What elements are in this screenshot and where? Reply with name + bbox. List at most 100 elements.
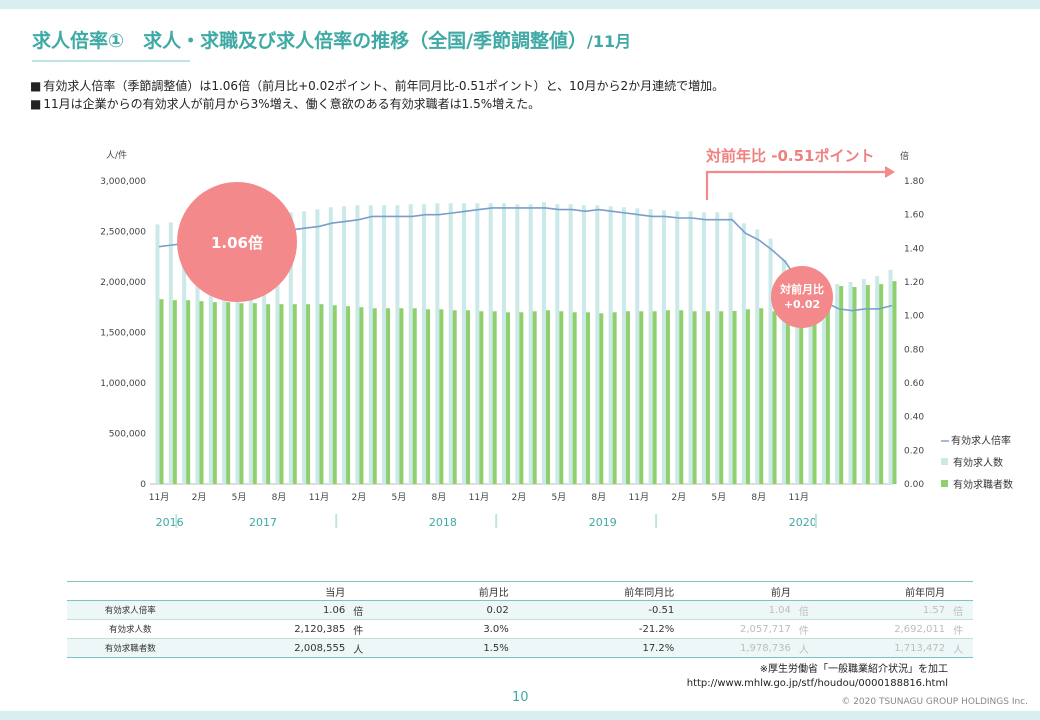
x-tick-label: 2月 (192, 492, 207, 503)
y-right-tick-label: 1.60 (904, 211, 924, 221)
table-header (349, 582, 387, 601)
y-left-tick-label: 3,000,000 (100, 177, 146, 187)
bar-job-seekers (612, 312, 617, 484)
bar-job-seekers (292, 304, 297, 484)
bar-job-offers (741, 223, 746, 485)
table-header-current: 当月 (325, 587, 346, 599)
cell-mom: 3.0% (483, 623, 509, 635)
bar-job-offers (701, 212, 706, 484)
bar-job-seekers (665, 310, 670, 484)
cell-prev-year-unit: 倍 (953, 606, 964, 618)
x-tick-label: 11月 (469, 492, 489, 503)
bar-job-offers (555, 204, 560, 485)
source-text: ※厚生労働省「一般職業紹介状況」を加工 (759, 664, 948, 675)
bar-job-seekers (865, 285, 870, 484)
combo-chart: 0 500,000 1,000,000 1,500,000 2,000,000 2,500… (100, 149, 1013, 529)
table-header-mom: 前月比 (478, 587, 509, 599)
cell-prev-unit: 件 (798, 625, 809, 637)
cell-current: 2,120,385 (294, 623, 346, 635)
y-right-tick-label: 0.80 (904, 345, 924, 355)
bar-job-offers (195, 220, 200, 484)
bar-job-seekers (692, 311, 697, 484)
cell-mom: 0.02 (486, 604, 509, 616)
row-label: 有効求職者数 (104, 644, 156, 654)
bar-job-offers (595, 205, 600, 485)
bar-job-offers (728, 212, 733, 484)
bar-job-offers (355, 205, 360, 485)
cell-unit: 件 (353, 625, 364, 637)
x-tick-label: 5月 (232, 492, 247, 503)
y-right-tick-label: 0.40 (904, 413, 924, 423)
cell-unit: 倍 (353, 606, 364, 618)
bar-job-seekers (879, 284, 884, 484)
bar-job-offers (208, 219, 213, 484)
bar-job-seekers (679, 310, 684, 484)
rate-bubble: 1.06倍 (177, 182, 297, 302)
bar-job-seekers (332, 305, 337, 484)
bar-job-offers (861, 278, 866, 484)
cell-prev: 2,057,717 (739, 623, 791, 635)
bar-job-seekers (212, 302, 217, 484)
x-tick-label: 8月 (591, 492, 606, 503)
bar-job-offers (155, 224, 160, 484)
table-header (795, 582, 842, 601)
bar-job-offers (821, 284, 826, 484)
bullet-item: 11月は企業からの有効求人が前月から3%増え、働く意欲のある有効求職者は1.5%… (30, 95, 724, 113)
bar-job-offers (688, 211, 693, 485)
cell-prev-unit: 倍 (798, 606, 809, 618)
bar-job-offers (808, 279, 813, 484)
x-tick-label: 8月 (432, 492, 447, 503)
y-right-tick-label: 1.00 (904, 312, 924, 322)
legend-label: 有効求職者数 (953, 478, 1013, 491)
bar-job-seekers (199, 301, 204, 484)
bar-job-offers (462, 203, 467, 484)
bar-job-offers (275, 214, 280, 484)
x-tick-label: 11月 (309, 492, 329, 503)
y-right-tick-label: 1.80 (904, 177, 924, 187)
bar-job-offers (715, 212, 720, 484)
cell-current: 1.06 (322, 604, 346, 616)
bar-job-seekers (799, 296, 804, 484)
bar-job-seekers (532, 311, 537, 484)
copyright: © 2020 TSUNAGU GROUP HOLDINGS Inc. (841, 697, 1028, 707)
bar-job-seekers (479, 311, 484, 484)
bar-job-offers (262, 215, 267, 484)
bar-job-offers (302, 211, 307, 485)
bar-job-offers (248, 216, 253, 484)
bar-job-seekers (852, 287, 857, 484)
y-right-tick-label: 0.00 (904, 480, 924, 490)
y-left-tick-label: 2,000,000 (100, 278, 146, 288)
bar-job-offers (315, 209, 320, 484)
bar-job-seekers (386, 308, 391, 484)
x-tick-label: 8月 (272, 492, 287, 503)
bar-job-offers (395, 205, 400, 485)
summary-bullets: 有効求人倍率（季節調整値）は1.06倍（前月比+0.02ポイント、前年同月比-0… (30, 77, 724, 113)
cell-mom: 1.5% (483, 642, 509, 654)
bar-job-seekers (519, 312, 524, 484)
bar-job-seekers (506, 312, 511, 484)
bar-job-offers (182, 221, 187, 484)
legend-label: 有効求人倍率 (951, 434, 1011, 447)
bar-job-seekers (812, 292, 817, 484)
bar-job-offers (541, 202, 546, 484)
title-underline (32, 60, 190, 62)
y-left-tick-label: 0 (140, 480, 146, 490)
bar-job-seekers (492, 311, 497, 484)
bar-job-offers (342, 206, 347, 484)
x-tick-label: 2月 (511, 492, 526, 503)
bar-job-seekers (426, 309, 431, 484)
bar-job-offers (368, 205, 373, 485)
cell-yoy: -21.2% (638, 623, 675, 635)
legend-label: 有効求人数 (953, 456, 1003, 469)
bar-job-seekers (572, 312, 577, 484)
cell-yoy: 17.2% (642, 642, 675, 654)
bar-job-seekers (785, 304, 790, 484)
bar-job-seekers (745, 309, 750, 484)
year-label: 2016 (156, 516, 184, 529)
title-main: 求人倍率① 求人・求職及び求人倍率の推移（全国/季節調整値） (32, 30, 588, 52)
bar-job-offers (768, 238, 773, 484)
bar-job-offers (475, 203, 480, 484)
bar-job-seekers (825, 289, 830, 484)
bar-job-seekers (439, 309, 444, 484)
bar-job-seekers (652, 311, 657, 484)
